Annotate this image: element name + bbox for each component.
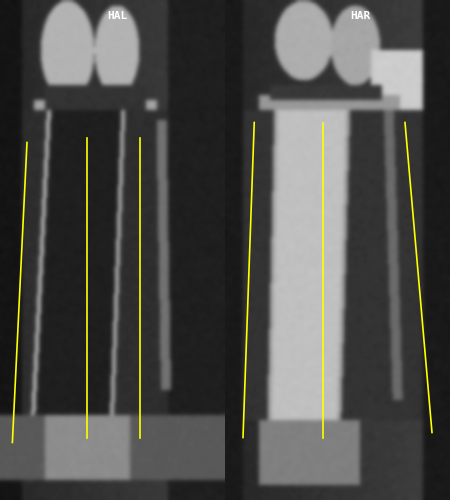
Text: HAL: HAL	[107, 11, 127, 21]
Text: HAR: HAR	[350, 11, 370, 21]
